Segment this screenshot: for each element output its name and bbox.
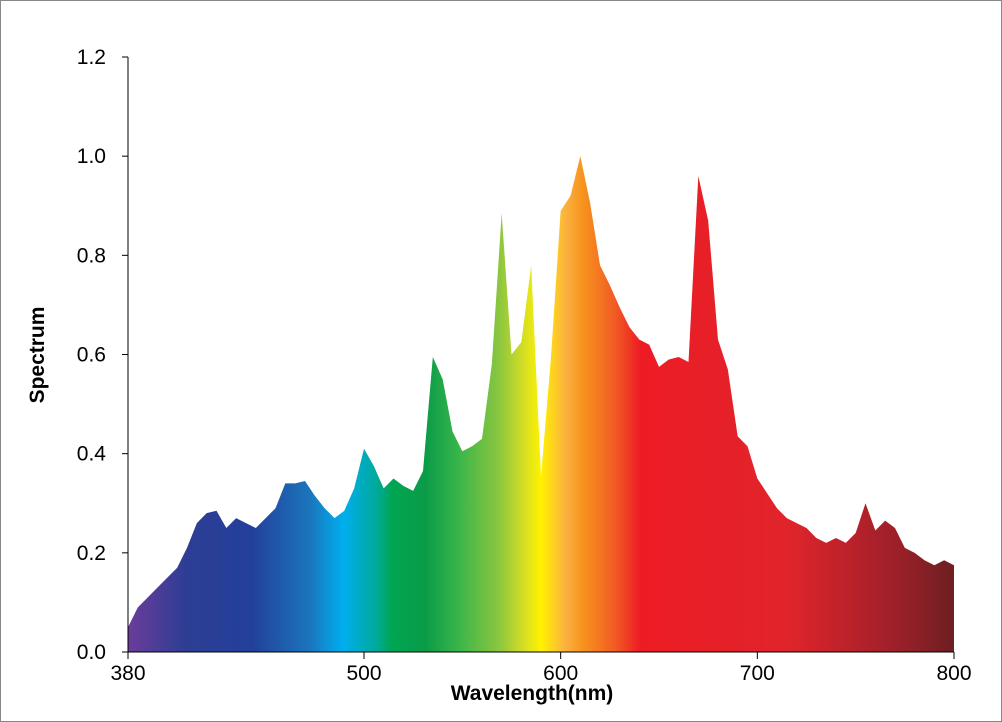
x-tick-label: 380 (110, 662, 145, 685)
y-tick-label: 0.0 (77, 641, 106, 664)
x-tick-label: 600 (543, 662, 578, 685)
x-tick-label: 800 (936, 662, 971, 685)
y-tick-label: 0.4 (77, 443, 107, 466)
spectrum-area (128, 156, 954, 653)
y-tick-label: 0.6 (77, 344, 106, 367)
y-tick-label: 0.8 (77, 244, 106, 267)
y-tick-label: 1.0 (77, 145, 106, 168)
plot-area: 0.0 0.2 0.4 0.6 0.8 1.0 1.2 380 500 600 700 800 (77, 46, 972, 685)
x-axis-title: Wavelength(nm) (451, 682, 614, 705)
y-tick-label: 0.2 (77, 542, 106, 565)
x-tick-label: 500 (346, 662, 381, 685)
y-tick-label: 1.2 (77, 46, 106, 69)
y-axis-title: Spectrum (26, 307, 49, 404)
x-tick-label: 700 (740, 662, 775, 685)
